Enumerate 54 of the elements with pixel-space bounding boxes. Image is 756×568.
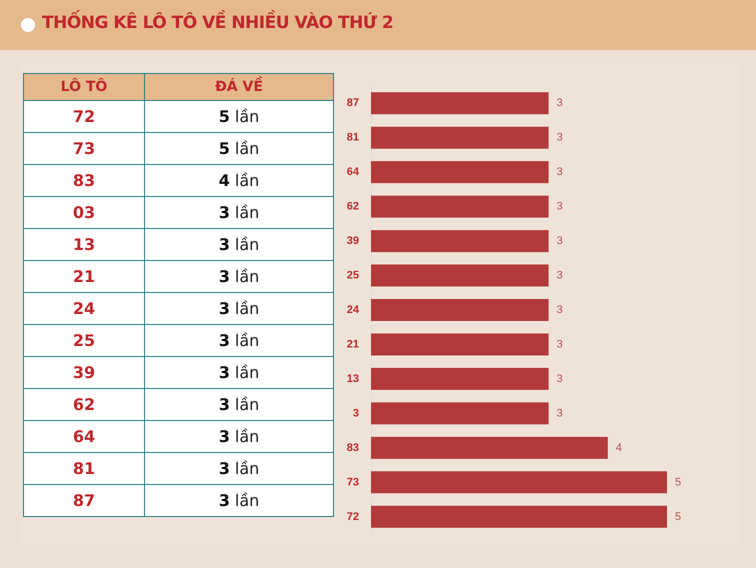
data-label: 5 [675,510,682,523]
category-label: 87 [24,484,144,516]
category-label: 64 [24,420,144,452]
category-label: 83 [24,164,144,196]
category-label: 21 [24,260,144,292]
category-label: 81 [24,452,144,484]
y-tick-label: 25 [346,270,359,282]
data-label: 3 [556,304,563,316]
data-label: 3 lần [144,260,334,292]
data-label: 3 lần [144,420,334,452]
text: ĐÁ VỀ [144,74,334,100]
data-label: 3 [556,270,563,282]
data-label: 5 [675,476,682,488]
data-label: 3 lần [144,196,334,228]
data-label: 5 lần [144,100,334,132]
data-label: 3 lần [144,292,334,324]
data-label: 3 [556,132,563,144]
data-label: 3 [556,407,563,420]
data-label: 3 lần [144,484,334,516]
category-label: 39 [24,356,144,388]
data-label: 3 lần [144,452,334,484]
y-tick-label: 21 [346,338,359,350]
category-label: 24 [24,292,144,324]
y-tick-label: 73 [346,476,359,488]
y-tick-label: 24 [346,304,360,316]
y-tick-label: 81 [346,132,359,144]
y-tick-label: 64 [346,166,360,178]
y-tick-label: 39 [346,235,359,248]
category-label: 03 [24,196,144,228]
category-label: 25 [24,324,144,356]
data-label: 3 lần [144,388,334,420]
y-tick-label: 3 [352,407,359,420]
category-label: 72 [24,100,144,132]
data-label: 3 [556,166,563,178]
data-label: 4 [616,442,622,454]
data-label: 3 lần [144,324,334,356]
data-label: 5 lần [144,132,334,164]
category-label: 73 [24,132,144,164]
data-label: 3 lần [144,356,334,388]
data-label: 3 lần [144,228,334,260]
y-tick-label: 13 [346,372,359,385]
data-label: 3 [556,338,563,350]
y-tick-label: 62 [346,200,359,213]
data-label: 3 [556,97,563,110]
y-tick-label: 72 [346,510,359,523]
text: LÔ TÔ [24,74,144,100]
y-tick-label: 83 [346,442,359,454]
y-tick-label: 87 [346,97,359,110]
category-label: 13 [24,228,144,260]
category-label: 62 [24,388,144,420]
data-label: 3 [556,372,563,385]
data-label: 4 lần [144,164,334,196]
data-label: 3 [556,235,563,248]
data-label: 3 [556,200,563,213]
